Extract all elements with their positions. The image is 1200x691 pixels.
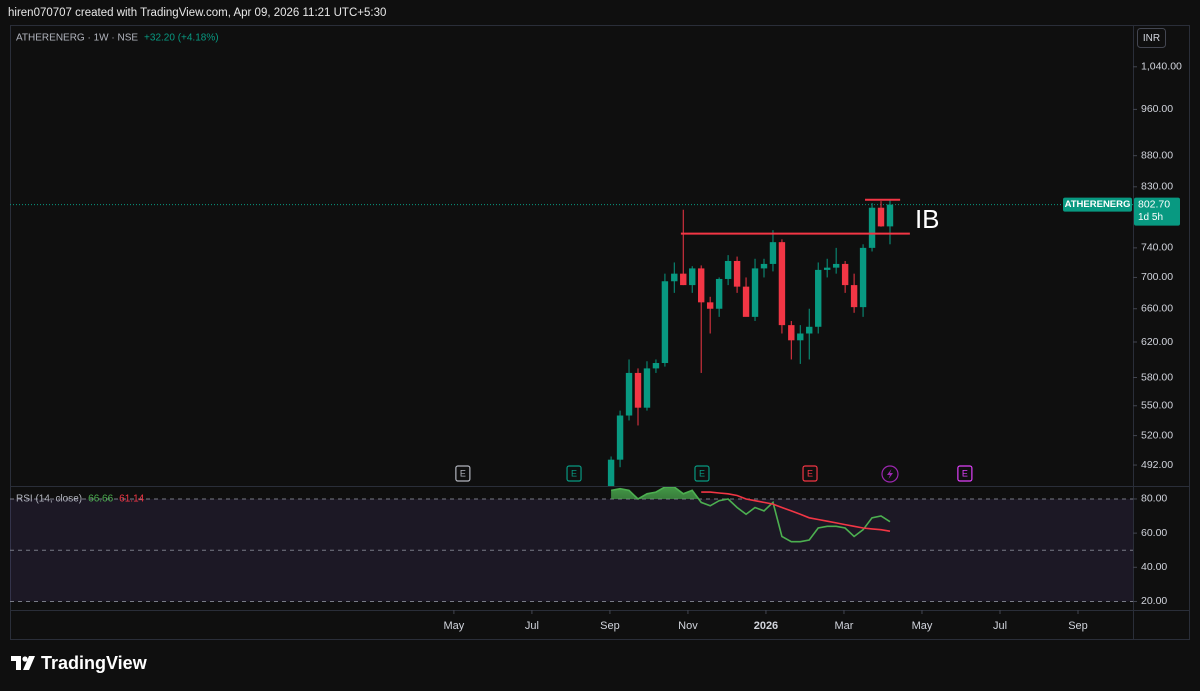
candle-body <box>815 269 822 327</box>
candle-body <box>769 242 777 264</box>
last-price-box <box>1134 197 1180 226</box>
countdown-label: 1d 5h <box>1138 212 1163 223</box>
price-change: +32.20 (+4.18%) <box>144 33 219 44</box>
candle-body <box>652 363 660 369</box>
candle-body <box>733 260 741 287</box>
y-tick-label: 492.00 <box>1141 459 1173 471</box>
event-label: E <box>460 468 466 478</box>
x-tick-label: Mar <box>834 620 853 632</box>
candle-body <box>788 325 795 341</box>
y-tick-label: 960.00 <box>1141 103 1173 115</box>
annotation-text: IB <box>915 204 940 234</box>
event-icon <box>566 465 582 482</box>
chart-frame <box>10 25 1190 640</box>
candle-body <box>706 302 714 309</box>
candle-body <box>661 281 669 364</box>
event-label: E <box>571 468 577 478</box>
x-tick-label: Sep <box>600 620 620 632</box>
currency[interactable]: INR <box>1143 33 1160 44</box>
candle-body <box>634 372 642 408</box>
candle-body <box>859 247 867 308</box>
rsi-y-tick-label: 80.00 <box>1141 493 1167 505</box>
rsi-title: RSI (14, close) <box>16 494 82 505</box>
candle-body <box>680 273 687 286</box>
x-tick-label: Jul <box>993 620 1007 632</box>
y-tick-label: 880.00 <box>1141 149 1173 161</box>
event-label: E <box>699 468 705 478</box>
y-tick-label: 580.00 <box>1141 371 1173 383</box>
candle-body <box>806 326 813 334</box>
price-pane <box>10 198 1133 486</box>
y-tick-label: 660.00 <box>1141 303 1173 315</box>
candle-body <box>671 273 678 282</box>
candle-body <box>841 263 849 286</box>
y-tick-label: 520.00 <box>1141 429 1173 441</box>
x-tick-label: Nov <box>678 620 698 632</box>
candle-body <box>715 278 723 309</box>
candle-body <box>751 268 759 317</box>
candle-body <box>832 263 840 268</box>
candle-body <box>778 242 786 326</box>
rsi-y-tick-label: 20.00 <box>1141 595 1167 607</box>
candle-body <box>850 285 858 308</box>
logo-mark <box>11 656 21 670</box>
brand-logo <box>11 656 35 670</box>
candle-body <box>607 459 615 486</box>
logo-slash <box>23 656 35 670</box>
axes: 1,040.00 960.00 880.00 830.00 740.00 700.00 66… <box>16 61 1182 632</box>
candle-body <box>868 207 876 248</box>
x-tick-label: Jul <box>525 620 539 632</box>
candle-body <box>689 268 696 286</box>
x-tick-label: 2026 <box>754 620 778 632</box>
symbol-info: ATHERENERG · 1W · NSE <box>16 33 138 44</box>
y-tick-label: 550.00 <box>1141 400 1173 412</box>
candle-body <box>877 207 885 227</box>
candle-body <box>823 267 831 270</box>
event-bolt <box>886 469 893 479</box>
candle-body <box>616 415 624 460</box>
candle-body <box>742 286 750 317</box>
rsi-y-tick-label: 40.00 <box>1141 561 1167 573</box>
candle-body <box>643 368 651 408</box>
candle-body <box>886 204 894 227</box>
candle-body <box>697 268 705 303</box>
rsi-line <box>701 491 891 532</box>
currency-box[interactable] <box>1137 28 1166 48</box>
event-label: E <box>962 468 968 478</box>
logo-dot <box>22 656 28 662</box>
event-icon <box>694 465 710 482</box>
rsi-y-tick-label: 60.00 <box>1141 527 1167 539</box>
event-icon <box>455 465 471 482</box>
candle-body <box>760 263 768 269</box>
y-tick-label: 700.00 <box>1141 271 1173 283</box>
x-tick-label: May <box>912 620 933 632</box>
y-tick-label: 740.00 <box>1141 242 1173 254</box>
y-tick-label: 620.00 <box>1141 336 1173 348</box>
x-tick-label: Sep <box>1068 620 1088 632</box>
rsi-line <box>610 487 891 543</box>
rsi-legend-value: 66.66 <box>88 494 113 505</box>
last-price-label: 802.70 <box>1138 198 1170 210</box>
brand: TradingView <box>41 653 148 673</box>
candle-body <box>625 372 633 416</box>
x-tick-label: May <box>444 620 465 632</box>
event-icon <box>802 465 818 482</box>
symbol-tag: ATHERENERG <box>1065 199 1131 210</box>
event-label: E <box>807 468 813 478</box>
y-tick-label: 830.00 <box>1141 181 1173 193</box>
event-icon <box>957 465 973 482</box>
candle-body <box>724 260 732 279</box>
rsi-legend-value: 61.14 <box>119 494 144 505</box>
y-tick-label: 1,040.00 <box>1141 61 1182 73</box>
candle-body <box>797 333 804 341</box>
rsi-pane <box>10 487 1133 602</box>
attribution: hiren070707 created with TradingView.com… <box>8 7 386 19</box>
last-price-tag <box>1063 197 1132 212</box>
